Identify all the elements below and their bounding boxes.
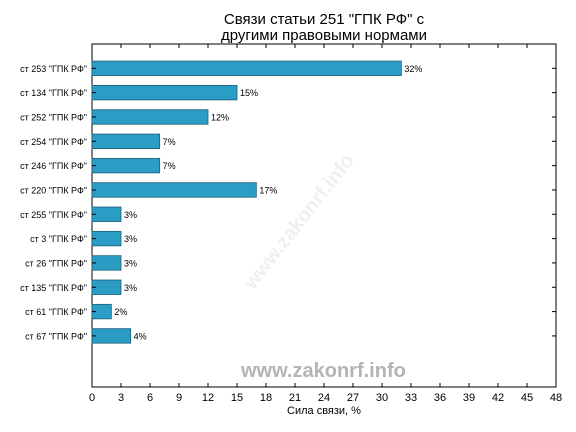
category-label: ст 61 "ГПК РФ": [25, 307, 87, 317]
category-label: ст 135 "ГПК РФ": [20, 283, 87, 293]
x-tick-label: 12: [202, 392, 214, 404]
x-tick-label: 15: [231, 392, 243, 404]
value-label: 15%: [240, 88, 258, 98]
value-label: 2%: [114, 307, 127, 317]
x-tick-label: 24: [318, 392, 330, 404]
category-label: ст 67 "ГПК РФ": [25, 331, 87, 341]
x-tick-label: 18: [260, 392, 272, 404]
x-tick-label: 3: [118, 392, 124, 404]
category-label: ст 246 "ГПК РФ": [20, 161, 87, 171]
value-label: 7%: [163, 137, 176, 147]
bar: [91, 109, 209, 125]
value-label: 17%: [259, 185, 277, 195]
value-label: 4%: [134, 331, 147, 341]
value-label: 3%: [124, 283, 137, 293]
bar: [91, 279, 122, 295]
x-tick-label: 30: [376, 392, 388, 404]
x-tick-label: 48: [550, 392, 562, 404]
x-tick-label: 27: [347, 392, 359, 404]
category-label: ст 26 "ГПК РФ": [25, 258, 87, 268]
x-tick-label: 21: [289, 392, 301, 404]
chart-title-line-2: другими правовыми нормами: [220, 27, 427, 44]
x-tick-label: 0: [89, 392, 95, 404]
category-label: ст 254 "ГПК РФ": [20, 137, 87, 147]
value-label: 12%: [211, 112, 229, 122]
category-label: ст 255 "ГПК РФ": [20, 210, 87, 220]
x-tick-label: 9: [176, 392, 182, 404]
category-label: ст 3 "ГПК РФ": [30, 234, 87, 244]
bar: [91, 60, 402, 76]
bottom-watermark: www.zakonrf.info: [241, 360, 406, 382]
category-label: ст 220 "ГПК РФ": [20, 185, 87, 195]
bar: [91, 206, 122, 222]
x-tick-label: 6: [147, 392, 153, 404]
category-label: ст 134 "ГПК РФ": [20, 88, 87, 98]
value-label: 3%: [124, 258, 137, 268]
x-tick-label: 33: [405, 392, 417, 404]
value-label: 3%: [124, 234, 137, 244]
bar: [91, 157, 161, 174]
x-axis-label: Сила связи, %: [287, 405, 361, 417]
value-label: 7%: [163, 161, 176, 171]
x-tick-label: 45: [521, 392, 533, 404]
bar: [91, 328, 132, 344]
x-tick-label: 36: [434, 392, 446, 404]
bar: [91, 255, 122, 271]
bar: [91, 182, 257, 198]
bar: [91, 230, 122, 247]
category-label: ст 253 "ГПК РФ": [20, 64, 87, 74]
category-label: ст 252 "ГПК РФ": [20, 112, 87, 122]
x-tick-label: 39: [463, 392, 475, 404]
value-label: 3%: [124, 210, 137, 220]
bar: [91, 133, 161, 149]
value-label: 32%: [404, 64, 422, 74]
chart-title-line-1: Связи статьи 251 "ГПК РФ" с: [223, 11, 425, 28]
x-tick-label: 42: [492, 392, 504, 404]
bar: [91, 85, 238, 101]
